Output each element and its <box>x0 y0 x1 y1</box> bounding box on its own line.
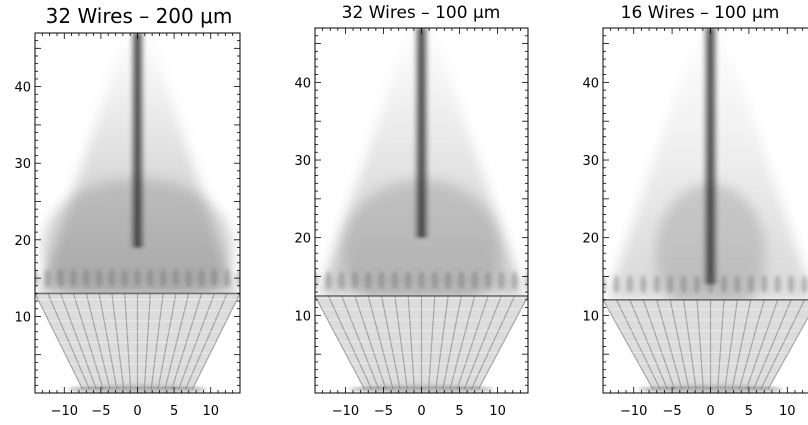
panel-3: −10 −5 0 5 10 10 20 30 40 16 Wires – 100 μm <box>582 3 808 419</box>
x-tick-label: 10 <box>202 404 219 419</box>
wire-plume <box>392 271 398 289</box>
y-tick-label: 20 <box>14 234 31 249</box>
wire-plume <box>147 269 153 287</box>
x-tick-label: 5 <box>745 404 753 419</box>
wire-plume <box>445 271 451 289</box>
wire-plume <box>694 275 700 293</box>
wire-plume <box>211 269 217 287</box>
wire-plume <box>654 275 660 293</box>
wire-plume <box>173 269 179 287</box>
wire-plume <box>352 271 358 289</box>
x-tick-label: 5 <box>170 404 178 419</box>
y-tick-label: 10 <box>14 310 31 325</box>
wire-plume <box>707 275 713 293</box>
wire-plume <box>627 275 633 293</box>
wire-plume <box>498 271 504 289</box>
wire-plume <box>418 271 424 289</box>
wire-plume <box>70 269 76 287</box>
wire-plume <box>325 271 331 289</box>
y-tick-label: 10 <box>582 309 599 324</box>
plot-area <box>312 28 531 393</box>
wire-plume <box>774 275 780 293</box>
wire-plume <box>134 269 140 287</box>
wire-plume <box>96 269 102 287</box>
wire-plume <box>485 271 491 289</box>
wire-plume <box>160 269 166 287</box>
wire-plume <box>721 275 727 293</box>
central-column <box>702 28 719 284</box>
wire-plume <box>224 269 230 287</box>
wire-plume <box>640 275 646 293</box>
wire-plume <box>761 275 767 293</box>
x-tick-label: −10 <box>51 404 78 419</box>
central-column <box>413 28 430 238</box>
panel-title: 16 Wires – 100 μm <box>621 3 780 23</box>
wire-plume <box>458 271 464 289</box>
wire-plume <box>186 269 192 287</box>
wire-plume <box>432 271 438 289</box>
wire-plume <box>667 275 673 293</box>
y-tick-label: 30 <box>14 157 31 172</box>
panel-title: 32 Wires – 100 μm <box>342 3 501 23</box>
wire-plume <box>472 271 478 289</box>
wire-plume <box>788 275 794 293</box>
wire-plume <box>405 271 411 289</box>
x-tick-label: 5 <box>455 404 463 419</box>
wire-plume <box>83 269 89 287</box>
x-tick-label: 10 <box>779 404 796 419</box>
wire-plume <box>748 275 754 293</box>
panel-1: −10 −5 0 5 10 10 20 30 40 32 Wires – 200 μm <box>14 4 243 419</box>
wire-plume <box>121 269 127 287</box>
wire-plume <box>734 275 740 293</box>
wire-plume <box>680 275 686 293</box>
wire-plume <box>511 271 517 289</box>
x-tick-label: −5 <box>374 404 393 419</box>
y-tick-label: 30 <box>582 154 599 169</box>
y-tick-label: 10 <box>294 309 311 324</box>
y-tick-label: 40 <box>14 81 31 96</box>
y-tick-label: 20 <box>294 232 311 247</box>
x-tick-label: 0 <box>706 404 714 419</box>
wire-plume <box>109 269 115 287</box>
x-tick-label: −5 <box>663 404 682 419</box>
wire-plume <box>338 271 344 289</box>
y-tick-label: 30 <box>294 154 311 169</box>
x-tick-label: 10 <box>489 404 506 419</box>
wire-plume <box>365 271 371 289</box>
x-tick-label: −10 <box>620 404 647 419</box>
wire-plume <box>57 269 63 287</box>
x-tick-label: −5 <box>91 404 110 419</box>
panel-title: 32 Wires – 200 μm <box>46 4 233 28</box>
y-tick-label: 40 <box>582 76 599 91</box>
wire-plume <box>801 275 807 293</box>
y-tick-label: 40 <box>294 76 311 91</box>
wire-plume <box>613 275 619 293</box>
central-column <box>129 33 145 247</box>
panel-2: −10 −5 0 5 10 10 20 30 40 32 Wires – 100 μm <box>294 3 531 419</box>
x-tick-label: 0 <box>417 404 425 419</box>
y-tick-label: 20 <box>582 232 599 247</box>
x-tick-label: 0 <box>133 404 141 419</box>
wire-plume <box>198 269 204 287</box>
x-tick-label: −10 <box>332 404 359 419</box>
wire-plume <box>45 269 51 287</box>
plot-area <box>600 28 808 393</box>
plot-area <box>32 33 243 393</box>
wire-plume <box>378 271 384 289</box>
